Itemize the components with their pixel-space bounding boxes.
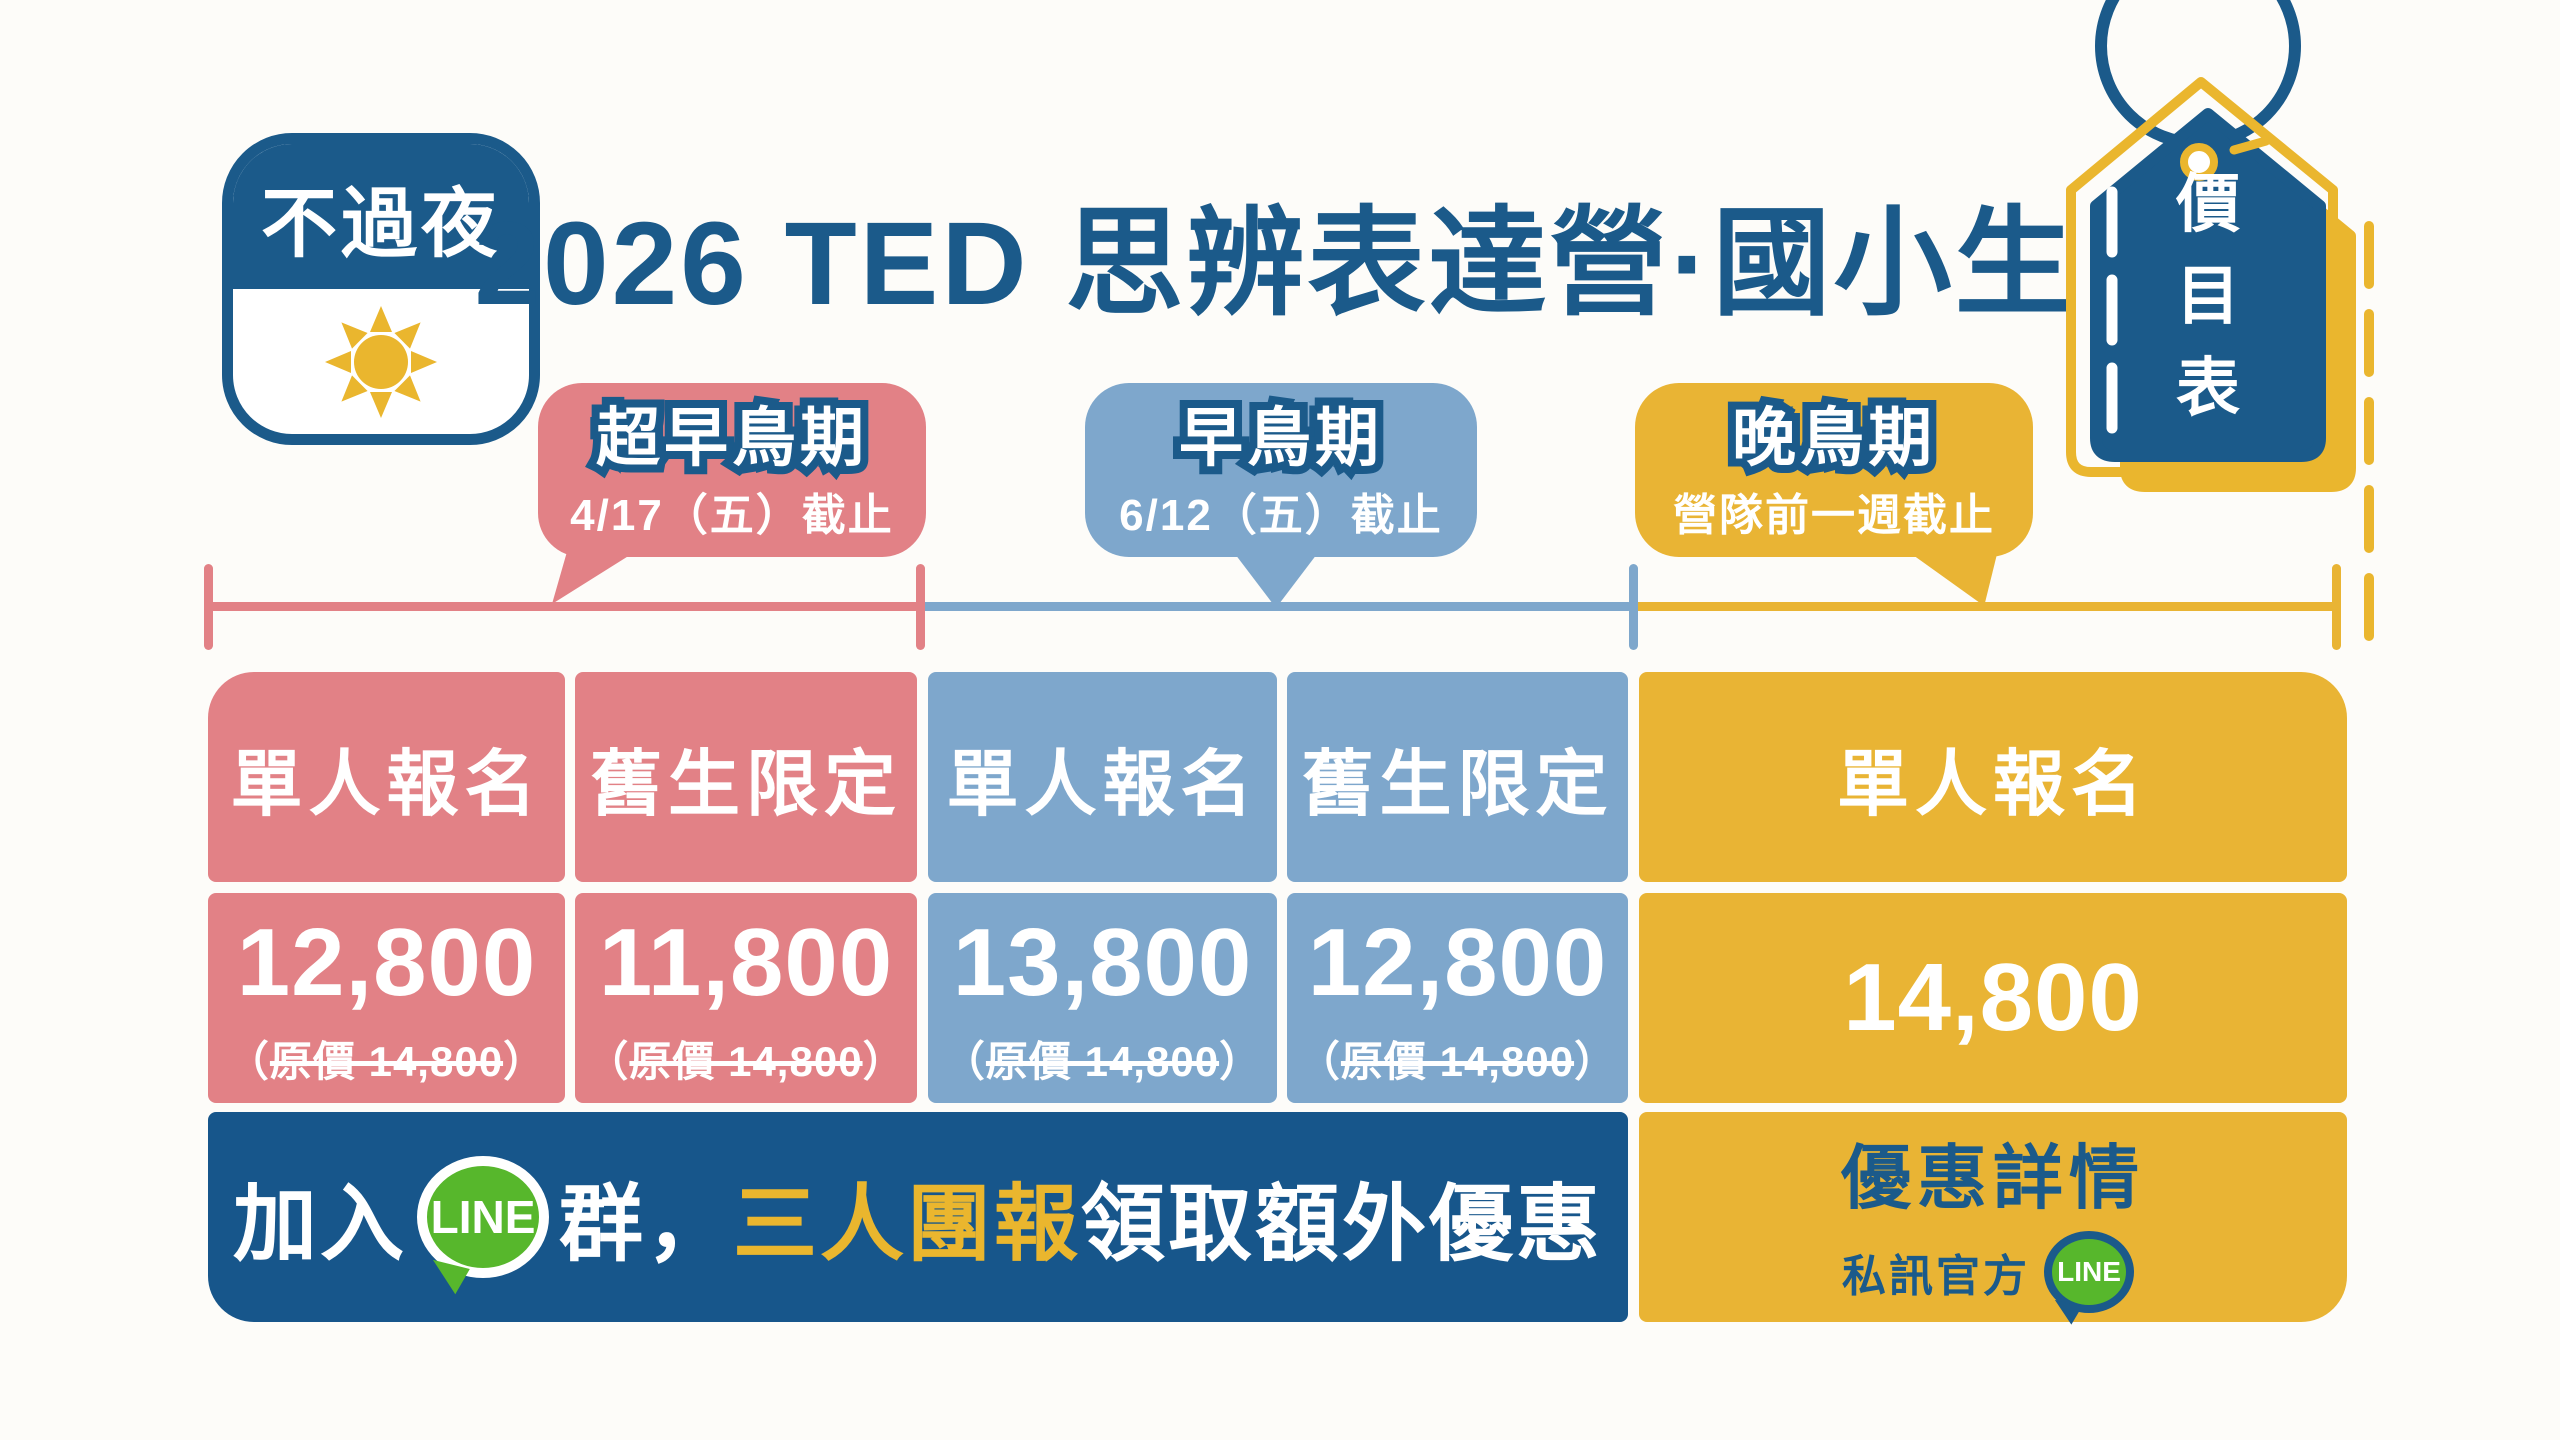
- table-price-cell: 14,800: [1639, 893, 2347, 1103]
- cta-highlight: 三人團報: [733, 1176, 1082, 1271]
- tag-char: 目: [2176, 260, 2240, 332]
- promo-title: 優惠詳情: [1841, 1138, 2145, 1217]
- period-bubble-super-early-bird: 超早鳥期 超早鳥期 4/17（五）截止: [538, 383, 926, 557]
- period-deadline: 6/12（五）截止: [1119, 491, 1443, 541]
- table-header-cell: 單人報名: [1639, 672, 2347, 882]
- table-header-cell: 舊生限定: [1287, 672, 1628, 882]
- header-label: 單人報名: [230, 744, 543, 825]
- period-name: 早鳥期 早鳥期: [1171, 394, 1387, 481]
- page-title: 2026 TED 思辨表達營·國小生: [474, 198, 2076, 330]
- timeline-segment-late: [1633, 602, 2338, 611]
- original-price: （原價 14,800）: [226, 1037, 547, 1085]
- bubble-tail: [1232, 550, 1320, 608]
- cta-text: 領取額外優惠: [1081, 1176, 1604, 1271]
- tag-hole: [2180, 143, 2218, 181]
- original-price: （原價 14,800）: [942, 1037, 1263, 1085]
- day-camp-badge: 不過夜: [222, 133, 540, 445]
- cta-text: 加入: [232, 1176, 407, 1271]
- tag-char: 價: [2176, 168, 2240, 240]
- tag-body: [2090, 108, 2326, 462]
- header-label: 舊生限定: [1301, 744, 1614, 825]
- table-price-cell: 12,800 （原價 14,800）: [208, 893, 565, 1103]
- price-value: 11,800: [598, 908, 894, 1016]
- table-price-cell: 13,800 （原價 14,800）: [928, 893, 1277, 1103]
- header-label: 單人報名: [1836, 744, 2149, 825]
- bubble-tail: [552, 550, 638, 604]
- badge-bottom: [233, 289, 529, 434]
- tag-char: 表: [2176, 352, 2240, 424]
- price-value: 12,800: [236, 908, 537, 1016]
- header-label: 舊生限定: [589, 744, 902, 825]
- price-tag-label: 價 目 表: [2158, 158, 2258, 434]
- promo-details-cell: 優惠詳情 私訊官方 LINE: [1639, 1112, 2347, 1322]
- table-header-cell: 舊生限定: [575, 672, 917, 882]
- table-price-cell: 12,800 （原價 14,800）: [1287, 893, 1628, 1103]
- original-price: （原價 14,800）: [1297, 1037, 1618, 1085]
- badge-label: 不過夜: [261, 181, 501, 267]
- period-deadline: 營隊前一週截止: [1673, 491, 1995, 541]
- table-price-cell: 11,800 （原價 14,800）: [575, 893, 917, 1103]
- line-icon: LINE: [2044, 1230, 2134, 1313]
- period-name: 超早鳥期 超早鳥期: [588, 394, 872, 481]
- timeline-segment-early: [920, 602, 1633, 611]
- line-group-cta-bar: 加入 LINE 群， 三人團報 領取額外優惠: [208, 1112, 1628, 1322]
- timeline-segment-super-early: [208, 602, 920, 611]
- timeline-tick: [1629, 564, 1638, 650]
- sun-icon: [325, 305, 437, 418]
- period-deadline: 4/17（五）截止: [570, 491, 894, 541]
- price-tag-icon: [2066, 0, 2374, 653]
- price-value: 14,800: [1843, 944, 2143, 1051]
- period-name: 晚鳥期 晚鳥期: [1724, 394, 1940, 481]
- timeline-tick: [2332, 564, 2341, 650]
- badge-top: 不過夜: [233, 144, 529, 289]
- bubble-tail: [1906, 550, 1998, 606]
- period-bubble-early-bird: 早鳥期 早鳥期 6/12（五）截止: [1085, 383, 1477, 557]
- tag-accent-dash: [2229, 136, 2271, 155]
- promo-subtitle: 私訊官方 LINE: [1842, 1230, 2144, 1313]
- price-value: 12,800: [1307, 908, 1608, 1016]
- period-bubble-late-bird: 晚鳥期 晚鳥期 營隊前一週截止: [1635, 383, 2033, 557]
- timeline-tick: [916, 564, 925, 650]
- table-header-cell: 單人報名: [928, 672, 1277, 882]
- price-value: 13,800: [952, 908, 1253, 1016]
- timeline-tick: [204, 564, 213, 650]
- cta-text: 群，: [558, 1176, 733, 1271]
- header-label: 單人報名: [946, 744, 1259, 825]
- line-icon: LINE: [416, 1156, 549, 1278]
- table-header-cell: 單人報名: [208, 672, 565, 882]
- original-price: （原價 14,800）: [586, 1037, 906, 1085]
